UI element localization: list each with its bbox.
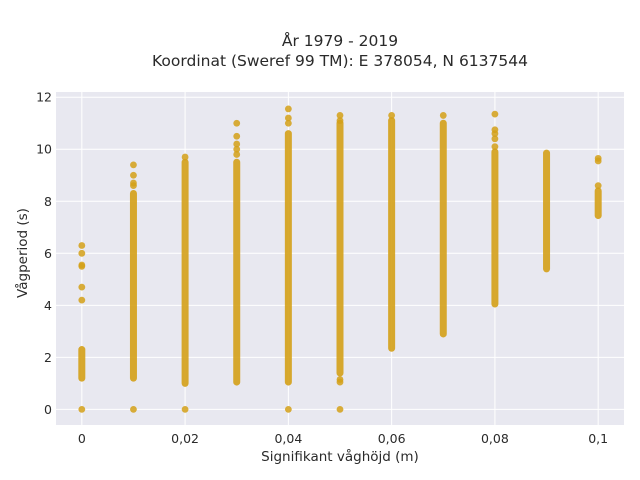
data-point	[284, 405, 292, 413]
data-point	[78, 249, 86, 257]
x-tick-label: 0,02	[171, 431, 199, 446]
data-point	[78, 261, 86, 269]
y-tick-label: 8	[44, 194, 52, 209]
x-tick-label: 0,1	[588, 431, 608, 446]
data-point	[233, 132, 241, 140]
data-point	[233, 145, 241, 153]
data-point	[130, 179, 137, 187]
y-tick-label: 12	[36, 90, 52, 105]
data-point	[233, 119, 241, 127]
data-point	[439, 112, 447, 119]
data-point	[336, 376, 344, 383]
data-point	[181, 405, 189, 413]
data-point	[491, 135, 499, 143]
data-point	[336, 405, 344, 413]
tick-labels: 0 0,02 0,04 0,06 0,08 0,1 0 2 4 6 8 10 12	[36, 90, 608, 446]
data-point	[78, 405, 86, 413]
data-point	[284, 105, 292, 113]
x-tick-label: 0,06	[378, 431, 406, 446]
y-tick-label: 4	[44, 298, 52, 313]
data-point	[491, 143, 499, 151]
data-point	[336, 112, 344, 119]
data-point	[388, 112, 396, 119]
x-axis-title: Signifikant våghöjd (m)	[261, 448, 419, 465]
data-point	[284, 119, 292, 127]
data-point	[594, 182, 602, 190]
x-tick-label: 0,04	[274, 431, 302, 446]
data-point	[336, 117, 344, 125]
data-point	[181, 153, 189, 161]
data-point	[130, 405, 137, 413]
data-point	[78, 242, 86, 249]
chart-subtitle: Koordinat (Sweref 99 TM): E 378054, N 61…	[152, 52, 528, 70]
y-tick-label: 10	[36, 142, 52, 157]
data-point	[130, 171, 137, 179]
y-tick-label: 6	[44, 246, 52, 261]
x-tick-label: 0,08	[481, 431, 509, 446]
y-tick-label: 2	[44, 350, 52, 365]
x-tick-label: 0	[78, 431, 86, 446]
data-point	[78, 283, 86, 291]
chart-title: År 1979 - 2019	[282, 31, 398, 50]
y-tick-label: 0	[44, 402, 52, 417]
data-point	[130, 161, 137, 169]
y-axis-title: Vågperiod (s)	[14, 208, 31, 298]
data-point	[594, 154, 602, 162]
data-point	[491, 110, 499, 118]
data-point	[491, 126, 499, 134]
data-point	[233, 151, 241, 158]
data-point	[78, 296, 86, 304]
data-point	[233, 140, 241, 148]
data-points	[78, 105, 602, 413]
data-point	[284, 114, 292, 122]
